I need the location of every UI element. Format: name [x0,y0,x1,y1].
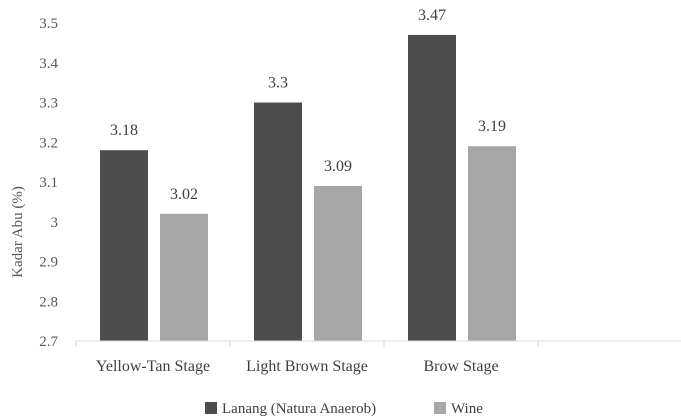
data-label-series-1-category-2: 3.19 [478,118,506,135]
y-tick-label: 2.7 [39,334,58,350]
data-label-series-0-category-1: 3.3 [268,75,288,92]
bar-series-0-category-1 [254,102,302,341]
bar-series-1-category-1 [314,185,362,341]
y-tick-label: 3.1 [39,175,58,191]
y-tick-label: 2.9 [39,255,58,271]
y-axis-ticks: 2.7 2.8 2.9 3 3.1 3.2 3.3 3.4 3.5 [39,16,58,350]
data-label-series-0-category-0: 3.18 [110,122,138,139]
bar-series-0-category-2 [408,34,456,342]
legend: Lanang (Natura Anaerob) Wine [205,401,483,417]
y-tick-label: 2.8 [39,294,58,310]
bar-series-1-category-0 [160,213,208,341]
x-axis-ticks [75,341,539,347]
data-label-series-1-category-0: 3.02 [170,186,198,203]
y-tick-label: 3 [51,215,59,231]
y-axis-title: Kadar Abu (%) [10,186,26,278]
bar-series-0-category-0 [100,150,148,341]
y-tick-label: 3.5 [39,16,58,32]
data-label-series-0-category-2: 3.47 [418,7,446,24]
bar-series-1-category-2 [468,146,516,341]
x-category-label: Light Brown Stage [246,358,368,375]
legend-swatch-series-1 [434,402,446,414]
legend-label-series-0: Lanang (Natura Anaerob) [222,401,376,417]
x-category-label: Brow Stage [423,358,498,375]
y-tick-label: 3.3 [39,96,58,112]
x-category-label: Yellow-Tan Stage [96,358,210,375]
y-tick-label: 3.2 [39,135,58,151]
legend-swatch-series-0 [205,402,217,414]
bars [100,34,516,342]
data-labels: 3.18 3.02 3.3 3.09 3.47 3.19 [110,7,506,203]
x-axis-category-labels: Yellow-Tan Stage Light Brown Stage Brow St… [96,358,499,375]
data-label-series-1-category-1: 3.09 [324,158,352,175]
y-tick-label: 3.4 [39,56,58,72]
legend-label-series-1: Wine [451,401,483,417]
